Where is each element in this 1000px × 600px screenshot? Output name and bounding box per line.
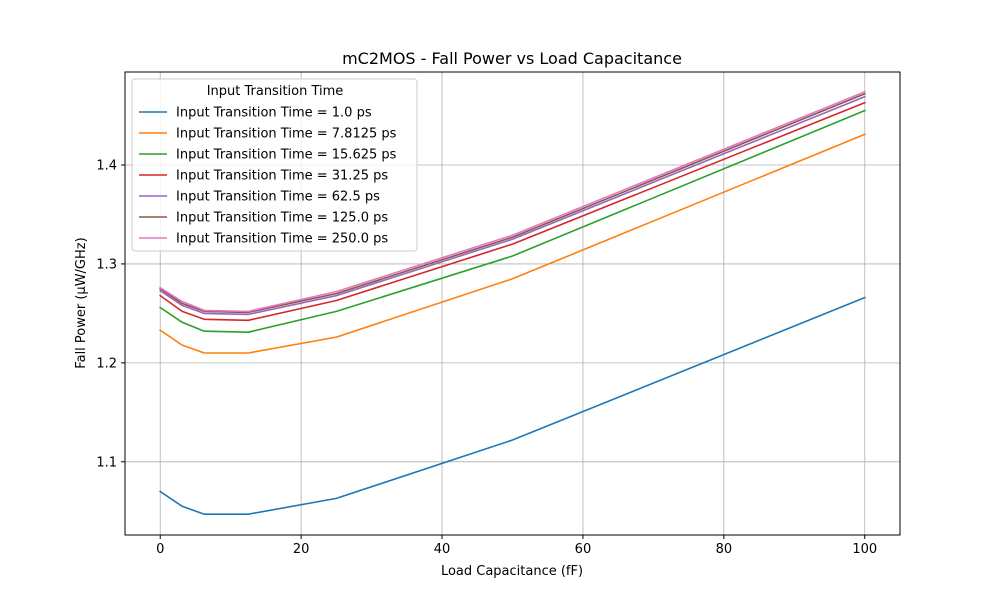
x-axis-ticks: 0 20 40 60 80 100 xyxy=(156,535,877,557)
series-lines xyxy=(159,90,866,516)
y-axis-ticks: 1.1 1.2 1.3 1.4 xyxy=(96,158,125,470)
x-tick-label: 60 xyxy=(575,542,592,557)
series-line-2 xyxy=(159,133,866,354)
legend-entry-label: Input Transition Time = 125.0 ps xyxy=(176,211,388,226)
y-tick-label: 1.2 xyxy=(96,356,117,371)
plot-frame xyxy=(124,71,901,536)
y-tick-label: 1.1 xyxy=(96,455,117,470)
series-line-6 xyxy=(159,92,866,314)
x-tick-label: 100 xyxy=(852,542,877,557)
y-tick-label: 1.4 xyxy=(96,158,117,173)
legend: Input Transition Time Input Transition T… xyxy=(131,78,418,252)
x-tick-label: 0 xyxy=(156,542,164,557)
chart-title: mC2MOS - Fall Power vs Load Capacitance xyxy=(342,49,682,68)
x-tick-label: 80 xyxy=(716,542,733,557)
legend-entry-label: Input Transition Time = 1.0 ps xyxy=(176,106,372,121)
x-tick-label: 40 xyxy=(434,542,451,557)
legend-entry-label: Input Transition Time = 15.625 ps xyxy=(176,148,397,163)
series-line-1 xyxy=(159,296,866,516)
legend-entry-label: Input Transition Time = 7.8125 ps xyxy=(176,127,397,142)
x-axis-label: Load Capacitance (fF) xyxy=(441,564,583,579)
series-line-3 xyxy=(159,109,866,334)
legend-entry-label: Input Transition Time = 31.25 ps xyxy=(176,169,388,184)
y-axis-label: Fall Power (µW/GHz) xyxy=(74,237,89,368)
legend-entry-label: Input Transition Time = 250.0 ps xyxy=(176,232,388,247)
series-line-7 xyxy=(159,90,866,313)
series-line-4 xyxy=(159,101,866,322)
y-tick-label: 1.3 xyxy=(96,257,117,272)
x-tick-label: 20 xyxy=(293,542,310,557)
legend-box xyxy=(131,78,418,252)
legend-entry-label: Input Transition Time = 62.5 ps xyxy=(176,190,380,205)
legend-title: Input Transition Time xyxy=(207,84,344,99)
series-line-5 xyxy=(159,95,866,316)
